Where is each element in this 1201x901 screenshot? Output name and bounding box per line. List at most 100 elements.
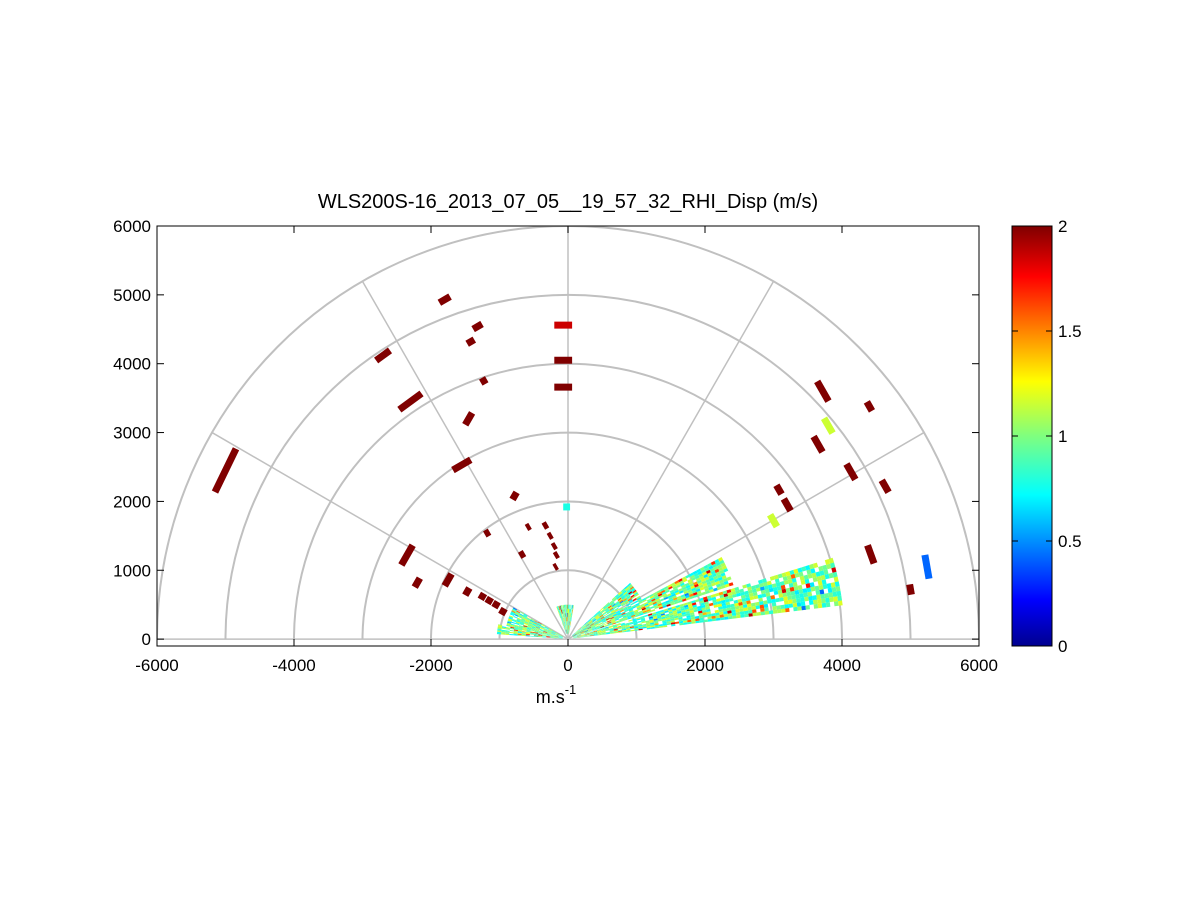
- data-cell: [513, 633, 518, 635]
- data-cell: [685, 594, 690, 599]
- data-cell: [597, 611, 601, 615]
- data-cell: [535, 626, 540, 629]
- data-cell: [577, 636, 582, 638]
- data-cell: [647, 610, 652, 614]
- data-cell: [634, 626, 639, 629]
- data-cell: [698, 610, 703, 614]
- data-cell: [558, 637, 563, 639]
- data-cell: [610, 617, 615, 621]
- data-cell: [692, 592, 698, 596]
- data-cell: [551, 632, 556, 635]
- data-cell: [648, 601, 653, 605]
- data-cell: [588, 628, 592, 631]
- data-cell: [633, 590, 638, 595]
- data-cell: [751, 585, 756, 590]
- data-cell: [827, 587, 833, 593]
- data-cell: [568, 613, 569, 618]
- data-cell: [597, 632, 602, 634]
- data-cell: [611, 621, 616, 624]
- data-cell: [628, 585, 633, 589]
- data-cell: [542, 635, 547, 637]
- data-segment-12: [462, 586, 473, 597]
- data-cell: [637, 607, 642, 611]
- data-cell: [520, 620, 525, 623]
- data-cell: [634, 613, 640, 616]
- data-cell: [572, 632, 576, 636]
- data-cell: [512, 618, 517, 622]
- data-cell: [621, 626, 626, 629]
- data-cell: [546, 633, 551, 635]
- data-cell: [589, 622, 594, 626]
- data-cell: [824, 573, 830, 580]
- data-cell: [701, 591, 707, 596]
- data-cell: [501, 629, 506, 632]
- data-cell: [731, 612, 737, 616]
- data-cell: [534, 634, 539, 636]
- data-cell: [714, 592, 720, 597]
- data-cell: [589, 631, 594, 634]
- data-cell: [532, 625, 536, 628]
- data-cell: [505, 628, 510, 630]
- data-cell: [696, 579, 702, 584]
- data-cell: [621, 625, 626, 628]
- data-cell: [635, 602, 640, 606]
- data-cell: [638, 610, 643, 614]
- data-cell: [727, 613, 733, 617]
- data-cell: [570, 617, 572, 622]
- data-cell: [629, 622, 634, 625]
- data-cell: [693, 606, 698, 610]
- data-cell: [559, 635, 563, 638]
- data-cell: [691, 618, 696, 622]
- data-cell: [714, 559, 720, 564]
- data-cell: [671, 624, 676, 627]
- data-cell: [632, 605, 637, 609]
- data-cell: [678, 616, 683, 620]
- data-cell: [707, 597, 713, 602]
- data-cell: [558, 637, 563, 639]
- data-cell: [627, 605, 632, 609]
- data-cell: [650, 622, 655, 625]
- data-cell: [517, 630, 523, 632]
- data-cell: [558, 610, 561, 615]
- x-axis-label: m.s-1: [536, 682, 577, 707]
- data-cell: [677, 597, 682, 601]
- data-cell: [812, 595, 817, 601]
- data-cell: [623, 618, 628, 621]
- data-cell: [525, 633, 530, 636]
- data-cell: [707, 613, 712, 617]
- data-cell: [620, 595, 625, 599]
- data-cell: [605, 608, 609, 612]
- data-cell: [669, 598, 674, 602]
- data-cell: [522, 616, 527, 619]
- data-cell: [605, 632, 611, 634]
- data-cell: [631, 595, 636, 599]
- data-cell: [605, 617, 610, 621]
- data-cell: [560, 605, 562, 610]
- data-cell: [565, 604, 567, 609]
- data-cell: [713, 587, 718, 592]
- data-cell: [677, 610, 682, 614]
- data-cell: [578, 628, 583, 631]
- data-cell: [572, 634, 577, 637]
- data-cell: [649, 620, 655, 624]
- data-cell: [686, 615, 691, 619]
- data-cell: [812, 576, 818, 583]
- data-cell: [708, 586, 714, 591]
- data-cell: [712, 563, 717, 568]
- data-cell: [661, 618, 667, 621]
- data-cell: [533, 635, 538, 637]
- data-cell: [612, 622, 617, 625]
- data-cell: [547, 630, 552, 633]
- data-cell: [718, 606, 723, 610]
- data-cell: [669, 600, 675, 604]
- data-cell: [617, 629, 623, 632]
- data-cell: [609, 616, 614, 620]
- data-cell: [577, 637, 582, 638]
- data-cell: [828, 557, 834, 564]
- data-cell: [602, 612, 607, 616]
- data-cell: [689, 593, 694, 597]
- data-cell: [596, 617, 601, 621]
- data-cell: [625, 624, 630, 627]
- data-cell: [560, 618, 563, 623]
- data-cell: [555, 634, 559, 636]
